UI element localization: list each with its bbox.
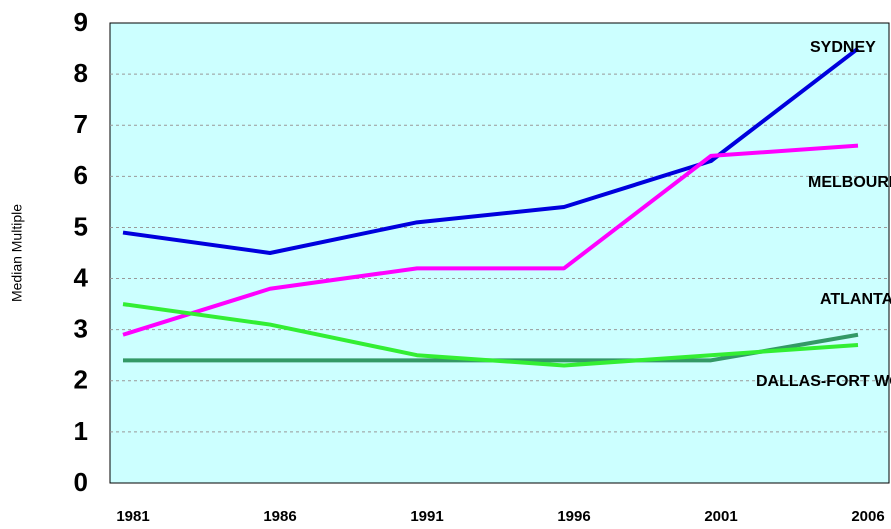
y-tick-label: 3 <box>74 314 88 344</box>
y-tick-label: 4 <box>74 262 89 292</box>
series-line <box>122 46 860 255</box>
series-line <box>122 302 859 368</box>
y-tick-label: 2 <box>74 365 88 395</box>
series-label: DALLAS-FORT WORTH <box>756 373 891 390</box>
plot-area <box>109 22 890 484</box>
y-tick-label: 1 <box>74 416 88 446</box>
series-label: SYDNEY <box>810 39 876 56</box>
y-tick-label: 5 <box>74 211 88 241</box>
x-tick-label: 1986 <box>263 508 296 525</box>
series-line <box>122 143 859 337</box>
y-tick-label: 9 <box>74 7 88 37</box>
x-tick-label: 1991 <box>410 508 443 525</box>
y-tick-label: 8 <box>74 58 88 88</box>
y-tick-label: 7 <box>74 109 88 139</box>
y-tick-label: 6 <box>74 160 88 190</box>
series-label: MELBOURNE <box>808 174 891 191</box>
x-tick-label: 1996 <box>557 508 590 525</box>
x-tick-label: 2001 <box>704 508 737 525</box>
y-axis-label: Median Multiple <box>9 204 25 302</box>
y-tick-label: 0 <box>74 467 88 497</box>
x-tick-label: 1981 <box>116 508 149 525</box>
x-tick-label: 2006 <box>851 508 884 525</box>
series-label: ATLANTA <box>820 291 891 308</box>
